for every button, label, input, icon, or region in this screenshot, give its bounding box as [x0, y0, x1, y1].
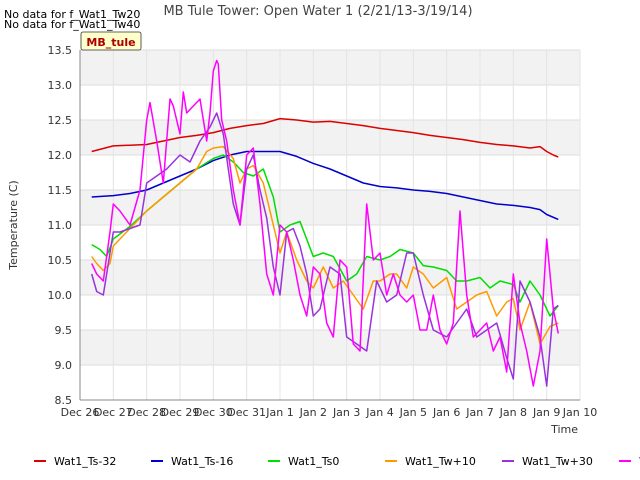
band-9 — [80, 50, 580, 85]
legend: Wat1_Ts-32 Wat1_Ts-16 Wat1_Ts0 Wat1_Tw+10 Wa… — [34, 455, 640, 468]
x-tick-label: Dec 26 — [61, 406, 100, 419]
y-tick-label: 10.5 — [48, 254, 73, 267]
x-tick-label: Dec 31 — [227, 406, 266, 419]
x-tick-label: Jan 3 — [332, 406, 360, 419]
x-tick-label: Jan 10 — [562, 406, 597, 419]
legend-label: Wat1_Ts-32 — [54, 455, 116, 468]
band-2 — [80, 295, 580, 330]
badge-label: MB_tule — [86, 36, 135, 49]
x-tick-label: Jan 6 — [432, 406, 460, 419]
x-tick-label: Jan 7 — [465, 406, 493, 419]
x-axis-label: Time — [550, 423, 578, 436]
badge-box — [80, 31, 142, 51]
x-tick-label: Jan 2 — [299, 406, 327, 419]
x-tick-label: Jan 4 — [365, 406, 393, 419]
background-bands — [80, 50, 580, 400]
band-3 — [80, 260, 580, 295]
y-axis-label: Temperature (C) — [7, 180, 20, 270]
band-5 — [80, 190, 580, 225]
band-4 — [80, 225, 580, 260]
y-tick-label: 13.5 — [48, 44, 73, 57]
x-tick-label: Dec 29 — [161, 406, 200, 419]
series-line-wat1-tw-50 — [91, 59, 560, 387]
x-tick-label: Dec 28 — [127, 406, 166, 419]
legend-label: Wat1_Ts-16 — [171, 455, 233, 468]
series-line-wat1-ts-32 — [91, 117, 559, 158]
legend-label: Wat1_Tw+30 — [522, 455, 593, 468]
x-tick-label: Dec 27 — [94, 406, 133, 419]
band-7 — [80, 120, 580, 155]
y-tick-label: 12.0 — [48, 149, 73, 162]
band-8 — [80, 85, 580, 120]
no-data-note-1: No data for f_Wat1_Tw20 — [4, 8, 140, 21]
legend-label: Wat1_Ts0 — [288, 455, 339, 468]
y-tick-label: 9.0 — [55, 359, 73, 372]
x-tick-label: Jan 1 — [265, 406, 293, 419]
band-6 — [80, 155, 580, 190]
x-tick-label: Jan 5 — [399, 406, 427, 419]
y-tick-label: 12.5 — [48, 114, 73, 127]
no-data-note-2: No data for f_Wat1_Tw40 — [4, 18, 140, 31]
series-line-wat1-tw-10 — [91, 145, 559, 345]
y-tick-label: 9.5 — [55, 324, 73, 337]
y-tick-label: 11.0 — [48, 219, 73, 232]
y-tick-labels: 8.5 9.0 9.5 10.0 10.5 11.0 11.5 12.0 12.5 13.0 13.… — [48, 44, 73, 407]
x-tick-label: Jan 8 — [499, 406, 527, 419]
legend-label: Wat1_Tw+10 — [405, 455, 476, 468]
band-1 — [80, 330, 580, 365]
y-tick-label: 10.0 — [48, 289, 73, 302]
band-0 — [80, 365, 580, 400]
x-tick-label: Jan 9 — [532, 406, 560, 419]
y-tick-label: 11.5 — [48, 184, 73, 197]
axes — [79, 50, 580, 401]
series-line-wat1-tw-30 — [90, 112, 559, 387]
y-tick-label: 8.5 — [55, 394, 73, 407]
series-lines — [90, 59, 560, 387]
chart-title: MB Tule Tower: Open Water 1 (2/21/13-3/1… — [163, 4, 472, 19]
series-line-wat1-ts-16 — [91, 150, 559, 221]
y-tick-label: 13.0 — [48, 79, 73, 92]
x-tick-label: Dec 30 — [194, 406, 233, 419]
